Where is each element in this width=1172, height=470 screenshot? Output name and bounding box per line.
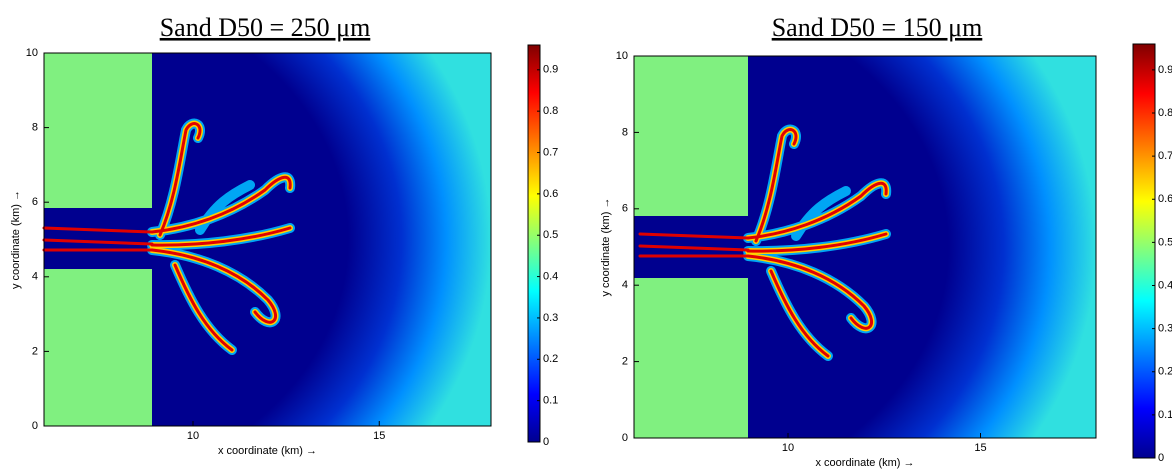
colorbar-tick-label: 0.4 — [543, 270, 558, 282]
y-tick-label: 10 — [616, 50, 628, 62]
colorbar-tick-label: 0.5 — [543, 229, 558, 241]
y-tick-label: 8 — [32, 122, 38, 134]
panel-title: Sand D50 = 150 μm — [772, 13, 983, 42]
y-tick-label: 8 — [622, 126, 628, 138]
y-tick-label: 6 — [32, 196, 38, 208]
y-tick-label: 10 — [26, 47, 38, 59]
x-axis-label: x coordinate (km) → — [815, 457, 914, 469]
y-axis-label: y coordinate (km) → — [600, 197, 612, 296]
y-tick-label: 0 — [622, 432, 628, 444]
y-tick-label: 2 — [32, 345, 38, 357]
colorbar-tick-label: 0.6 — [543, 188, 558, 200]
x-tick-label: 15 — [373, 430, 385, 442]
x-tick-label: 10 — [782, 442, 794, 454]
plot-frame — [43, 52, 492, 427]
colorbar-tick-label: 0.8 — [1158, 107, 1172, 119]
y-tick-label: 6 — [622, 203, 628, 215]
colorbar-tick-label: 0.1 — [543, 395, 558, 407]
colorbar-tick-label: 0 — [1158, 452, 1164, 464]
colorbar-tick-label: 0.9 — [1158, 64, 1172, 76]
colorbar-tick-label: 0.7 — [1158, 150, 1172, 162]
colorbar-tick-label: 0.5 — [1158, 236, 1172, 248]
colorbar-tick-label: 0.7 — [543, 146, 558, 158]
colorbar-tick-label: 0 — [543, 436, 549, 448]
colorbar-tick-label: 0.8 — [543, 105, 558, 117]
plot-frame — [633, 55, 1097, 439]
x-axis-label: x coordinate (km) → — [218, 445, 317, 457]
colorbar-tick-label: 0.2 — [543, 353, 558, 365]
x-tick-label: 10 — [187, 430, 199, 442]
panel-title: Sand D50 = 250 μm — [160, 13, 371, 42]
colorbar-tick-label: 0.3 — [543, 312, 558, 324]
colorbar-tick-label: 0.2 — [1158, 366, 1172, 378]
colorbar-tick-label: 0.1 — [1158, 409, 1172, 421]
y-tick-label: 2 — [622, 356, 628, 368]
y-tick-label: 4 — [32, 271, 38, 283]
channel — [44, 208, 152, 269]
y-axis-label: y coordinate (km) → — [10, 190, 22, 289]
colorbar-tick-label: 0.4 — [1158, 279, 1172, 291]
colorbar — [527, 44, 541, 443]
y-tick-label: 4 — [622, 279, 628, 291]
colorbar-tick-label: 0.3 — [1158, 323, 1172, 335]
x-tick-label: 15 — [974, 442, 986, 454]
colorbar-tick-label: 0.9 — [543, 64, 558, 76]
colorbar — [1132, 43, 1156, 459]
y-tick-label: 0 — [32, 420, 38, 432]
colorbar-tick-label: 0.6 — [1158, 193, 1172, 205]
